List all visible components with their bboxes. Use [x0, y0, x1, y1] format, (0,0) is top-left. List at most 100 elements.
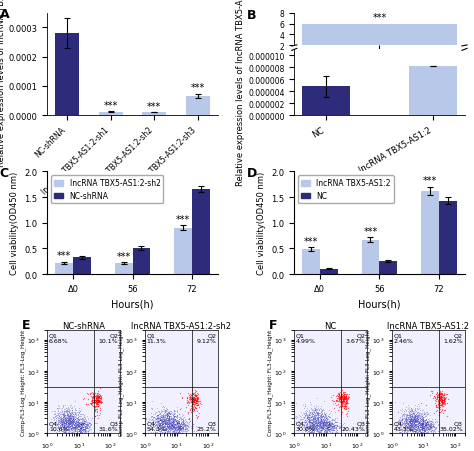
Point	[66, 416, 73, 423]
Point	[440, 393, 448, 400]
Point	[410, 425, 418, 433]
Point	[145, 417, 153, 424]
Point	[174, 425, 182, 432]
Point	[57, 421, 64, 428]
Text: ***: ***	[364, 226, 378, 236]
Point	[165, 419, 173, 427]
Point	[319, 431, 327, 438]
Point	[63, 407, 70, 414]
Point	[408, 423, 416, 431]
Point	[415, 426, 423, 433]
Point	[188, 394, 195, 401]
Point	[181, 426, 189, 433]
Point	[183, 421, 191, 428]
Point	[410, 427, 418, 434]
Point	[408, 418, 415, 425]
Point	[56, 417, 64, 424]
Point	[58, 404, 65, 411]
Point	[302, 411, 310, 418]
Point	[322, 426, 330, 433]
Point	[411, 421, 419, 428]
Point	[410, 431, 418, 438]
Point	[68, 415, 75, 423]
Point	[66, 404, 73, 411]
Point	[70, 424, 77, 431]
Point	[160, 415, 167, 422]
Point	[332, 423, 339, 431]
Point	[59, 410, 67, 418]
Point	[312, 419, 320, 426]
Point	[312, 405, 319, 413]
Point	[83, 427, 91, 434]
Point	[170, 416, 178, 423]
Point	[392, 421, 400, 428]
Point	[314, 419, 322, 426]
Point	[435, 403, 442, 410]
Point	[413, 425, 421, 433]
Point	[166, 424, 174, 432]
Point	[332, 422, 339, 429]
Point	[58, 425, 66, 433]
Point	[324, 419, 331, 426]
Point	[194, 394, 202, 401]
Point	[319, 413, 326, 420]
Point	[65, 413, 73, 420]
Point	[313, 423, 321, 430]
Point	[155, 410, 163, 417]
Point	[170, 415, 178, 423]
Point	[67, 405, 75, 412]
Point	[396, 416, 404, 423]
Point	[154, 417, 162, 424]
Point	[328, 421, 336, 428]
Point	[321, 428, 329, 435]
Point	[400, 408, 408, 415]
Point	[59, 423, 66, 430]
Point	[311, 423, 319, 430]
Point	[55, 401, 62, 408]
Point	[408, 422, 415, 429]
Point	[166, 421, 173, 428]
Point	[75, 421, 82, 428]
Point	[168, 417, 175, 424]
Point	[194, 397, 201, 405]
Point	[178, 395, 186, 402]
Point	[401, 420, 409, 427]
Point	[424, 409, 432, 416]
Point	[406, 414, 414, 421]
Point	[413, 433, 420, 440]
Point	[161, 423, 169, 430]
Point	[419, 423, 427, 430]
Point	[436, 397, 444, 404]
Point	[303, 421, 310, 428]
Point	[319, 417, 326, 424]
Point	[309, 415, 317, 423]
Point	[400, 420, 408, 428]
Point	[57, 408, 64, 415]
Text: ***: ***	[147, 101, 162, 111]
Point	[164, 422, 171, 429]
Point	[170, 428, 177, 435]
Point	[321, 419, 329, 427]
Point	[164, 417, 172, 424]
Point	[398, 416, 405, 423]
Point	[305, 417, 312, 424]
Point	[311, 423, 319, 430]
Point	[75, 426, 83, 433]
Point	[425, 418, 432, 425]
Point	[410, 417, 417, 424]
Point	[170, 432, 178, 439]
Point	[401, 419, 408, 426]
Point	[175, 428, 183, 435]
Point	[164, 435, 172, 442]
Point	[440, 398, 448, 405]
Point	[173, 426, 181, 433]
Point	[421, 426, 428, 433]
Point	[325, 423, 333, 430]
Point	[312, 417, 319, 424]
Point	[81, 418, 88, 425]
Point	[308, 419, 316, 427]
Point	[172, 421, 180, 428]
Point	[317, 421, 324, 428]
Point	[57, 420, 65, 427]
Point	[174, 419, 182, 426]
